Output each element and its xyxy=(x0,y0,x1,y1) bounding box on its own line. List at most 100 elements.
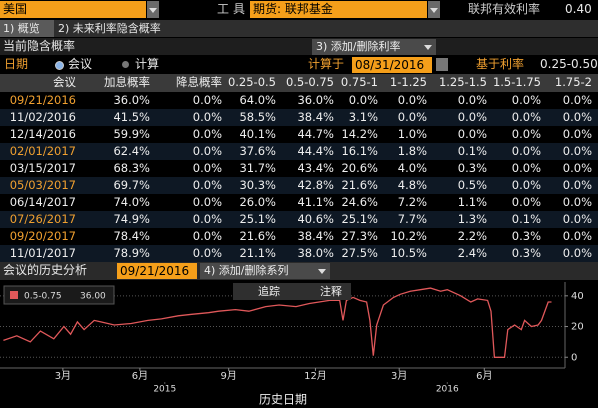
legend-swatch xyxy=(10,291,18,299)
probability-cell: 25.1% xyxy=(239,212,276,226)
history-title: 会议的历史分析 xyxy=(3,263,88,277)
probability-cell: 10.5% xyxy=(390,246,427,260)
section-bar xyxy=(0,38,598,55)
probability-cell: 0.0% xyxy=(562,161,592,175)
year-label: 2016 xyxy=(436,385,459,395)
probability-cell: 26.0% xyxy=(239,195,276,209)
add-series-button[interactable]: 4) 添加/删除系列 xyxy=(200,263,330,279)
tool-button[interactable]: 注释 xyxy=(320,284,342,298)
probability-cell: 0.0% xyxy=(562,195,592,209)
x-tick-label: 9月 xyxy=(221,370,237,382)
probability-cell: 0.0% xyxy=(562,110,592,124)
meeting-date: 11/01/2017 xyxy=(9,246,76,260)
base-rate: 0.25-0.50 xyxy=(540,57,598,71)
column-header: 0.75-1 xyxy=(340,75,378,89)
probability-cell: 30.3% xyxy=(239,178,276,192)
date-label: 日期 xyxy=(4,57,29,71)
tab-future[interactable]: 2) 未来利率隐含概率 xyxy=(58,22,161,35)
probability-cell: 21.1% xyxy=(239,246,276,260)
probability-cell: 0.0% xyxy=(562,144,592,158)
probability-cell: 0.0% xyxy=(511,110,541,124)
tool-button[interactable]: 追踪 xyxy=(258,284,280,298)
column-header: 降息概率 xyxy=(176,75,222,89)
probability-table: 会议 加息概率 降息概率 0.25-0.5 0.5-0.75 0.75-1 1-1.25 1.… xyxy=(0,74,598,262)
probability-cell: 7.2% xyxy=(397,195,427,209)
probability-cell: 3.1% xyxy=(348,110,378,124)
tool-label: 工具 xyxy=(217,2,250,16)
probability-cell: 0.0% xyxy=(192,178,222,192)
probability-cell: 0.0% xyxy=(511,178,541,192)
table-row xyxy=(0,143,598,160)
probability-cell: 78.4% xyxy=(113,229,150,243)
probability-cell: 0.0% xyxy=(397,110,427,124)
probability-cell: 36.0% xyxy=(297,93,334,107)
probability-cell: 0.0% xyxy=(457,127,487,141)
table-row xyxy=(0,245,598,262)
probability-cell: 25.1% xyxy=(341,212,378,226)
probability-cell: 24.6% xyxy=(341,195,378,209)
tool-bar xyxy=(233,283,351,300)
probability-cell: 0.0% xyxy=(511,144,541,158)
series-line xyxy=(3,287,552,358)
tab-bar xyxy=(0,20,598,37)
table-row xyxy=(0,177,598,194)
probability-cell: 0.0% xyxy=(562,127,592,141)
section-title: 当前隐含概率 xyxy=(3,39,76,53)
calc-date-input[interactable]: 08/31/2016 xyxy=(352,57,432,73)
calendar-icon[interactable] xyxy=(436,58,448,71)
x-axis-title: 历史日期 xyxy=(259,393,307,407)
probability-cell: 59.9% xyxy=(113,127,150,141)
probability-cell: 37.6% xyxy=(239,144,276,158)
base-label: 基于利率 xyxy=(476,57,525,71)
probability-cell: 0.0% xyxy=(192,93,222,107)
column-header: 1.5-1.75 xyxy=(492,75,541,89)
radio-label: 会议 xyxy=(68,57,93,71)
probability-cell: 14.2% xyxy=(341,127,378,141)
meeting-input[interactable]: 09/21/2016 xyxy=(117,263,197,279)
probability-cell: 1.0% xyxy=(397,127,427,141)
x-tick-label: 3月 xyxy=(391,370,407,382)
y-tick-label: 20 xyxy=(571,322,584,333)
rate-label: 联邦有效利率 xyxy=(468,2,541,16)
meeting-date: 12/14/2016 xyxy=(9,127,76,141)
probability-cell: 78.9% xyxy=(113,246,150,260)
probability-cell: 74.0% xyxy=(113,195,150,209)
table-row xyxy=(0,228,598,245)
meeting-date: 02/01/2017 xyxy=(9,144,76,158)
meeting-date: 09/20/2017 xyxy=(9,229,76,243)
add-rate-button[interactable]: 3) 添加/删除利率 xyxy=(312,39,436,55)
radio-selected[interactable] xyxy=(55,61,64,70)
legend-box xyxy=(3,285,115,305)
probability-cell: 58.5% xyxy=(239,110,276,124)
probability-cell: 0.0% xyxy=(192,195,222,209)
history-chart: 历史日期 0 20 40 3月 6月 9月 12月 3月 6月 2015 2016 0.5-0.75 3… xyxy=(0,280,598,408)
y-tick-label: 0 xyxy=(571,352,577,363)
probability-cell: 0.0% xyxy=(511,127,541,141)
tab-overview[interactable]: 1) 概览 xyxy=(0,20,54,37)
meeting-date: 06/14/2017 xyxy=(9,195,76,209)
probability-cell: 0.0% xyxy=(562,178,592,192)
table-row xyxy=(0,194,598,211)
meeting-date: 11/02/2016 xyxy=(9,110,76,124)
table-row xyxy=(0,92,598,109)
year-label: 2015 xyxy=(153,385,176,395)
tool-input[interactable]: 期货: 联邦基金 xyxy=(250,1,427,18)
probability-cell: 2.4% xyxy=(457,246,487,260)
column-header: 0.5-0.75 xyxy=(285,75,334,89)
probability-cell: 0.0% xyxy=(192,110,222,124)
probability-cell: 0.0% xyxy=(192,229,222,243)
probability-cell: 64.0% xyxy=(239,93,276,107)
probability-cell: 69.7% xyxy=(113,178,150,192)
meeting-date: 07/26/2017 xyxy=(9,212,76,226)
x-tick-label: 6月 xyxy=(132,370,148,382)
market-input[interactable]: 美国 xyxy=(0,1,146,18)
probability-cell: 43.4% xyxy=(297,161,334,175)
radio[interactable] xyxy=(122,61,129,68)
probability-cell: 0.1% xyxy=(511,212,541,226)
probability-cell: 62.4% xyxy=(113,144,150,158)
table-row xyxy=(0,211,598,228)
table-row xyxy=(0,126,598,143)
probability-cell: 38.4% xyxy=(297,229,334,243)
probability-cell: 0.1% xyxy=(457,144,487,158)
